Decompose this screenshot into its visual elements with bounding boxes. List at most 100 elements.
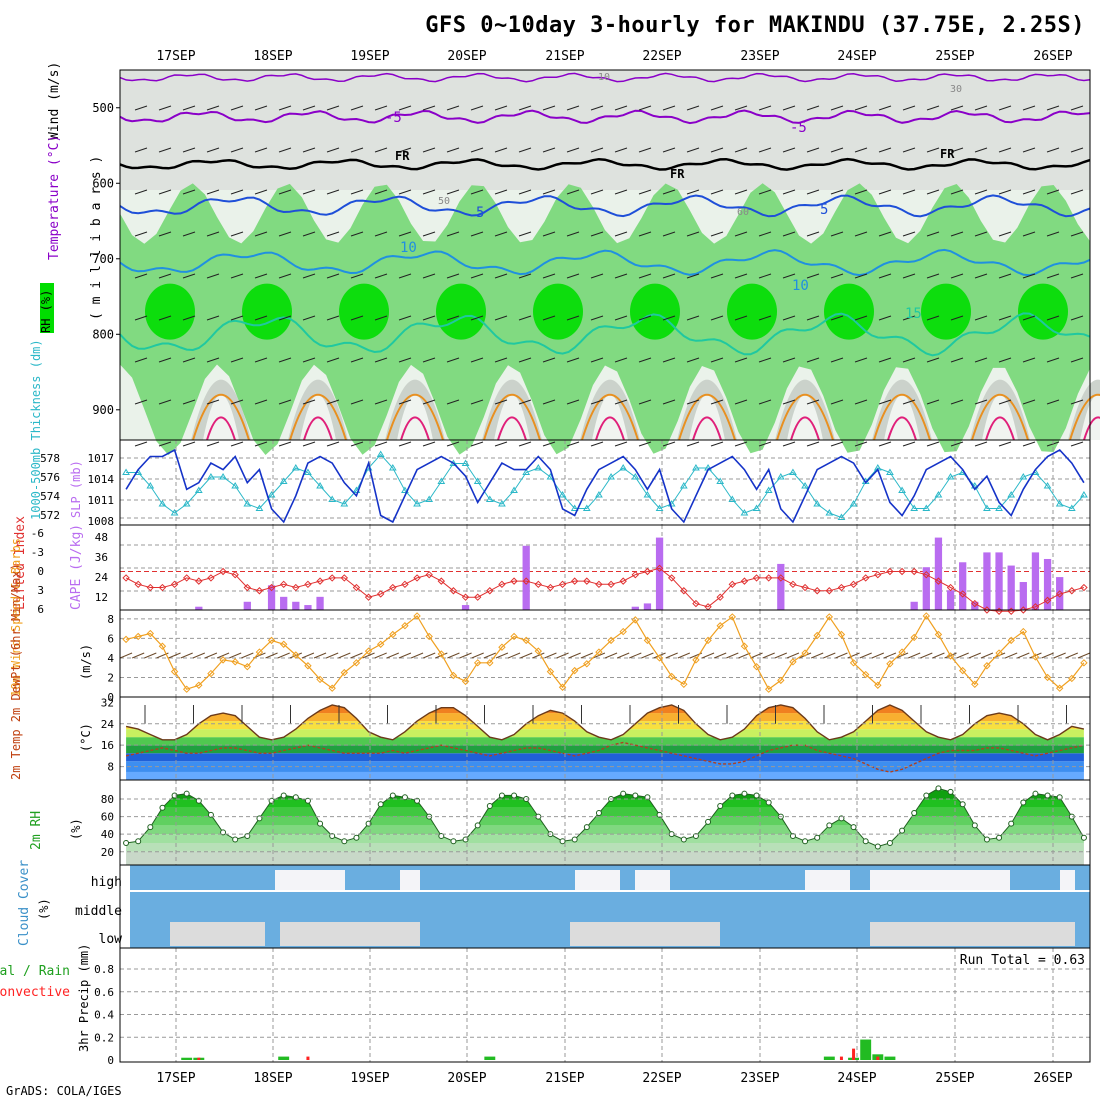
label-rh50: 50 [438, 196, 450, 207]
lifted-tick-label: 3 [37, 584, 44, 597]
isotherm-minus10 [119, 72, 1091, 83]
date-label-bottom: 22SEP [642, 1071, 681, 1086]
wind-barb [677, 652, 691, 659]
upper-wind-barb [1022, 399, 1036, 405]
cape-axis-label: CAPE (J/kg) [69, 524, 84, 610]
thickness-marker [764, 486, 773, 493]
upper-wind-barb [446, 399, 460, 405]
thickness-marker [643, 491, 652, 498]
thickness-marker [231, 482, 240, 489]
thickness-marker [146, 482, 155, 489]
wind-barb [786, 652, 800, 659]
upper-wind-barb [590, 315, 604, 321]
rh-marker [874, 843, 881, 850]
pressure-axis-label: ( m i l l i b a r s ) [89, 156, 104, 320]
upper-wind-barb [854, 315, 868, 321]
rh-marker [899, 827, 906, 834]
upper-wind-barb [854, 231, 868, 237]
lifted-index-marker [874, 571, 882, 579]
lifted-index-marker [461, 593, 470, 601]
lifted-index-marker [570, 577, 579, 585]
upper-wind-barb [734, 399, 748, 405]
wind-speed-marker [292, 651, 300, 659]
wind-barb [580, 652, 594, 659]
upper-wind-barb [614, 273, 628, 279]
upper-wind-barb [1046, 231, 1060, 237]
rh-bands [126, 788, 1084, 865]
rh2m-unit-label: (%) [69, 818, 83, 840]
upper-wind-barb [638, 231, 652, 237]
wind-speed-marker [425, 632, 433, 641]
isotherm-25-arc [303, 416, 333, 441]
rh-high-blob [1018, 283, 1068, 340]
wind-barb [665, 652, 678, 659]
lifted-index-marker [522, 577, 530, 585]
upper-wind-barb [806, 441, 820, 447]
upper-wind-barb [734, 273, 748, 279]
upper-wind-barb [662, 147, 676, 153]
upper-wind-barb [566, 231, 580, 237]
lifted-index-marker [958, 590, 967, 598]
label-freezing-level: FR [670, 167, 685, 181]
precip-total-bar [278, 1056, 290, 1060]
rh-marker [765, 799, 772, 806]
upper-wind-barb [158, 273, 172, 279]
lifted-index-marker [595, 580, 603, 589]
wind-speed-marker [728, 613, 737, 621]
upper-wind-barb [494, 105, 508, 111]
upper-wind-barb [998, 273, 1012, 279]
wind-barb [604, 652, 618, 659]
cloud-high-patch [575, 870, 620, 890]
upper-wind-barb [686, 315, 700, 321]
upper-wind-barb [1070, 273, 1084, 279]
wind-speed-marker [182, 685, 191, 693]
wind-speed-marker [1031, 653, 1040, 661]
upper-wind-barb [494, 231, 508, 237]
upper-wind-barb [518, 315, 532, 321]
upper-wind-barb [758, 231, 772, 237]
wind-speed-marker [958, 666, 967, 675]
upper-wind-barb [878, 231, 892, 237]
upper-wind-barb [374, 189, 388, 195]
upper-wind-barb [326, 105, 340, 111]
lifted-index-marker [364, 593, 373, 601]
wind-barb [859, 652, 872, 659]
wind-speed-marker [631, 616, 640, 624]
upper-wind-barb [614, 357, 628, 363]
wind-speed-marker [716, 622, 724, 630]
upper-wind-barb [926, 315, 940, 321]
upper-wind-barb [614, 147, 628, 153]
cape-tick-label: 12 [95, 591, 108, 604]
wind-barb [301, 652, 315, 659]
wind-barb [568, 652, 581, 659]
temp-band [126, 771, 1084, 780]
isotherm-20-arc [776, 393, 834, 441]
upper-wind-barb [134, 189, 148, 195]
lifted-axis-label: Lifted Index [13, 516, 28, 610]
upper-wind-barb [662, 441, 676, 447]
wind-speed-marker [219, 656, 227, 664]
lifted-index-marker [182, 574, 191, 582]
cape-bar [995, 552, 1003, 610]
date-label-bottom: 18SEP [253, 1071, 292, 1086]
label-rh10: 10 [598, 72, 610, 83]
thickness-marker [934, 491, 943, 498]
precip-panel-border [119, 947, 1091, 1063]
lifted-index-marker [801, 583, 809, 592]
isotherm-20-arc [483, 393, 541, 441]
isotherm-25-arc [206, 416, 236, 441]
thickness-marker [679, 482, 688, 489]
date-label-bottom: 23SEP [740, 1071, 779, 1086]
upper-wind-barb [470, 273, 484, 279]
upper-wind-barb [278, 441, 292, 447]
lifted-index-marker [910, 567, 918, 576]
upper-wind-barb [998, 441, 1012, 447]
upper-wind-barb [398, 231, 412, 237]
isotherm-25-arc [497, 416, 527, 441]
isotherm-20-arc [386, 393, 444, 441]
wind10-axis-label: 10m Wind Speed & Barbs [9, 538, 23, 697]
lifted-index-marker [643, 567, 652, 576]
lifted-index-marker [292, 583, 300, 592]
rh-marker [838, 815, 845, 822]
thickness-marker [740, 509, 749, 516]
